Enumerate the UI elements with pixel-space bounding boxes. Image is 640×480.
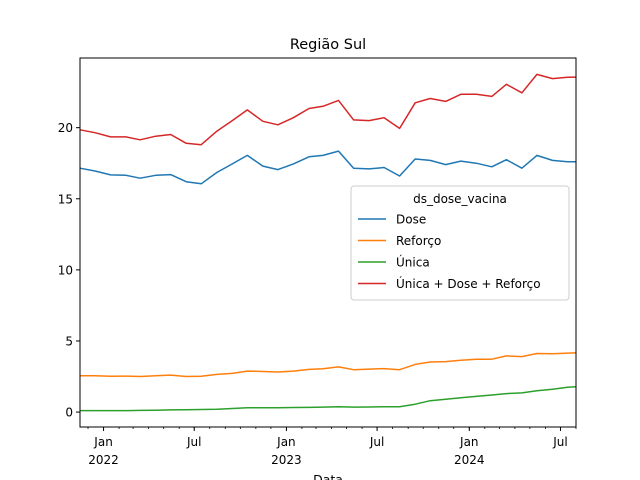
- x-axis-label: Data: [313, 472, 343, 480]
- x-tick-label-5: Jul: [552, 435, 567, 449]
- legend-entries: Dose Reforço Única Única + Dose + Reforço: [358, 213, 541, 291]
- y-axis: 0 5 10 15 20: [58, 121, 80, 420]
- legend-label-1: Reforço: [396, 234, 441, 248]
- plot-frame: [79, 57, 577, 428]
- y-tick-label-1: 5: [65, 334, 73, 348]
- x-tick-year-0: 2022: [88, 453, 119, 467]
- y-tick-label-4: 20: [58, 121, 73, 135]
- x-axis: Jan 2022 Jul Jan 2023 Jul Jan 2024 Jul: [87, 427, 577, 467]
- x-tick-label-2: Jan: [276, 435, 296, 449]
- series-line-3: [79, 73, 577, 146]
- chart-title: Região Sul: [290, 37, 366, 53]
- y-tick-label-3: 15: [58, 192, 73, 206]
- x-tick-label-1: Jul: [186, 435, 201, 449]
- legend-label-3: Única + Dose + Reforço: [396, 276, 541, 291]
- legend-label-2: Única: [396, 255, 430, 270]
- legend: ds_dose_vacina Dose Reforço Única Única + D…: [350, 185, 570, 301]
- x-tick-year-4: 2024: [454, 453, 485, 467]
- x-tick-label-3: Jul: [369, 435, 384, 449]
- legend-box: [350, 185, 570, 301]
- series-line-2: [80, 386, 577, 412]
- series-layer: [79, 73, 577, 412]
- x-tick-label-4: Jan: [459, 435, 479, 449]
- y-tick-label-2: 10: [58, 263, 73, 277]
- x-tick-year-2: 2023: [271, 453, 302, 467]
- series-line-0: [79, 150, 576, 185]
- x-tick-label-0: Jan: [93, 435, 113, 449]
- legend-label-0: Dose: [396, 213, 426, 227]
- series-line-1: [80, 352, 577, 378]
- plot-area: [79, 57, 577, 428]
- legend-title: ds_dose_vacina: [413, 192, 507, 206]
- y-tick-label-0: 0: [65, 406, 73, 420]
